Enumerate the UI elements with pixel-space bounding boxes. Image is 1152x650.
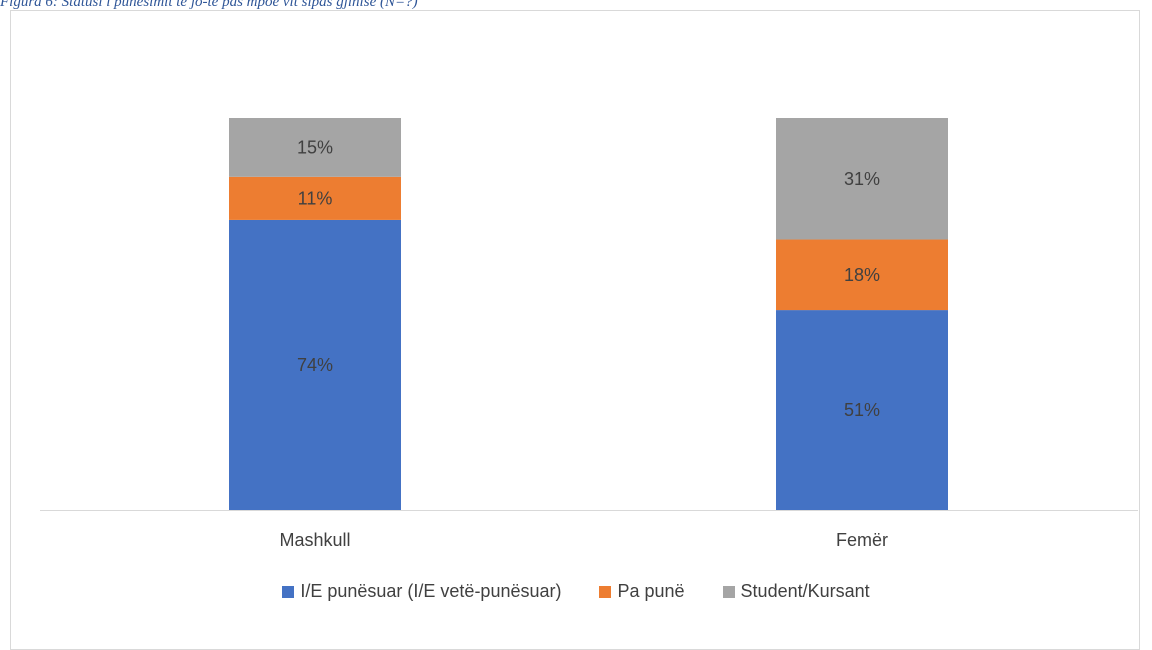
- legend-label: I/E punësuar (I/E vetë-punësuar): [300, 581, 562, 601]
- legend-label: Pa punë: [617, 581, 685, 601]
- legend-swatch: [722, 585, 735, 598]
- legend-label: Student/Kursant: [740, 581, 870, 601]
- data-label: 31%: [844, 169, 880, 189]
- data-label: 18%: [844, 265, 880, 285]
- bar-segment-i-e-pun-suar-i-e-vet-pun-suar--1: [776, 310, 948, 510]
- bar-segment-pa-pun--1: [776, 239, 948, 311]
- bar-segment-student-kursant-0: [229, 118, 401, 177]
- data-label: 11%: [298, 188, 333, 208]
- chart-legend: I/E punësuar (I/E vetë-punësuar) Pa punë S…: [0, 581, 1152, 602]
- data-label: 74%: [297, 355, 333, 375]
- legend-item: Student/Kursant: [722, 581, 870, 602]
- bar-segment-student-kursant-1: [776, 118, 948, 240]
- data-label: 51%: [844, 400, 880, 420]
- x-axis-category-label: Mashkull: [279, 530, 350, 550]
- x-axis-category-label: Femër: [836, 530, 888, 550]
- figure-caption: Figura 6: Statusi i punësimit të jo-të p…: [0, 0, 418, 10]
- legend-swatch: [599, 585, 612, 598]
- legend-item: I/E punësuar (I/E vetë-punësuar): [282, 581, 561, 602]
- bar-segment-i-e-pun-suar-i-e-vet-pun-suar--0: [229, 219, 401, 511]
- stacked-bar-chart: 74% 11% 15% Mashkull 51% 18% 31% Femër: [40, 118, 1138, 550]
- bar-segment-pa-pun--0: [229, 176, 401, 220]
- legend-swatch: [282, 585, 295, 598]
- data-label: 15%: [297, 137, 333, 157]
- legend-item: Pa punë: [599, 581, 685, 602]
